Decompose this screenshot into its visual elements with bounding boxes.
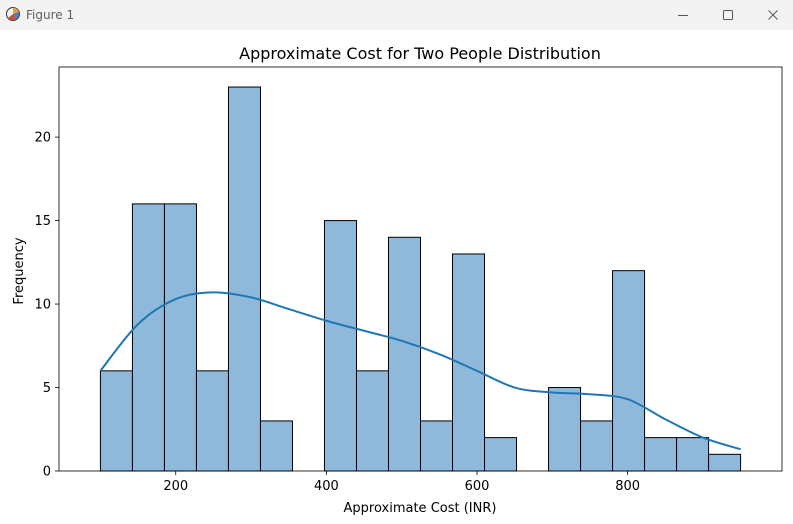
figure-app-icon xyxy=(5,6,21,22)
maximize-button[interactable] xyxy=(705,0,751,30)
histogram-bar xyxy=(676,437,710,472)
histogram-bar xyxy=(227,86,261,472)
histogram-bar xyxy=(484,437,518,472)
x-tick-label: 400 xyxy=(314,479,339,494)
histogram-bar xyxy=(163,203,197,472)
histogram-bar xyxy=(387,236,421,472)
x-axis-label: Approximate Cost (INR) xyxy=(344,501,497,516)
histogram-chart: Approximate Cost for Two People Distribu… xyxy=(12,44,783,516)
axes-frame xyxy=(58,66,783,472)
minimize-icon xyxy=(678,15,688,16)
histogram-bar xyxy=(708,453,742,472)
minimize-button[interactable] xyxy=(660,0,706,30)
histogram-bar xyxy=(323,220,357,472)
maximize-icon xyxy=(723,10,733,20)
x-tick-label: 800 xyxy=(615,479,640,494)
y-axis-ticks: 0 5 10 15 20 xyxy=(34,131,59,480)
histogram-bars xyxy=(99,86,742,472)
histogram-bar xyxy=(644,437,678,472)
histogram-bar xyxy=(259,420,293,472)
y-tick-label: 5 xyxy=(43,381,51,396)
histogram-bar xyxy=(548,387,582,472)
figure-canvas: Approximate Cost for Two People Distribu… xyxy=(0,30,793,520)
kde-curve xyxy=(99,291,741,451)
histogram-bar xyxy=(131,203,165,472)
y-tick-label: 0 xyxy=(43,465,51,480)
title-bar[interactable]: Figure 1 xyxy=(0,0,793,30)
window-title: Figure 1 xyxy=(26,8,75,22)
histogram-bar xyxy=(195,370,229,472)
histogram-bar xyxy=(355,370,389,472)
x-axis-ticks: 200 400 600 800 xyxy=(163,471,640,494)
y-axis-label: Frequency xyxy=(12,237,27,304)
histogram-bar xyxy=(420,420,454,472)
histogram-bar xyxy=(99,370,133,472)
close-button[interactable] xyxy=(750,0,793,30)
histogram-bar xyxy=(580,420,614,472)
chart-title: Approximate Cost for Two People Distribu… xyxy=(239,44,601,63)
x-tick-label: 200 xyxy=(163,479,188,494)
y-tick-label: 20 xyxy=(34,131,51,146)
close-icon xyxy=(768,10,778,20)
histogram-bar xyxy=(612,270,646,472)
x-tick-label: 600 xyxy=(465,479,490,494)
y-tick-label: 10 xyxy=(34,298,51,313)
y-tick-label: 15 xyxy=(34,214,51,229)
